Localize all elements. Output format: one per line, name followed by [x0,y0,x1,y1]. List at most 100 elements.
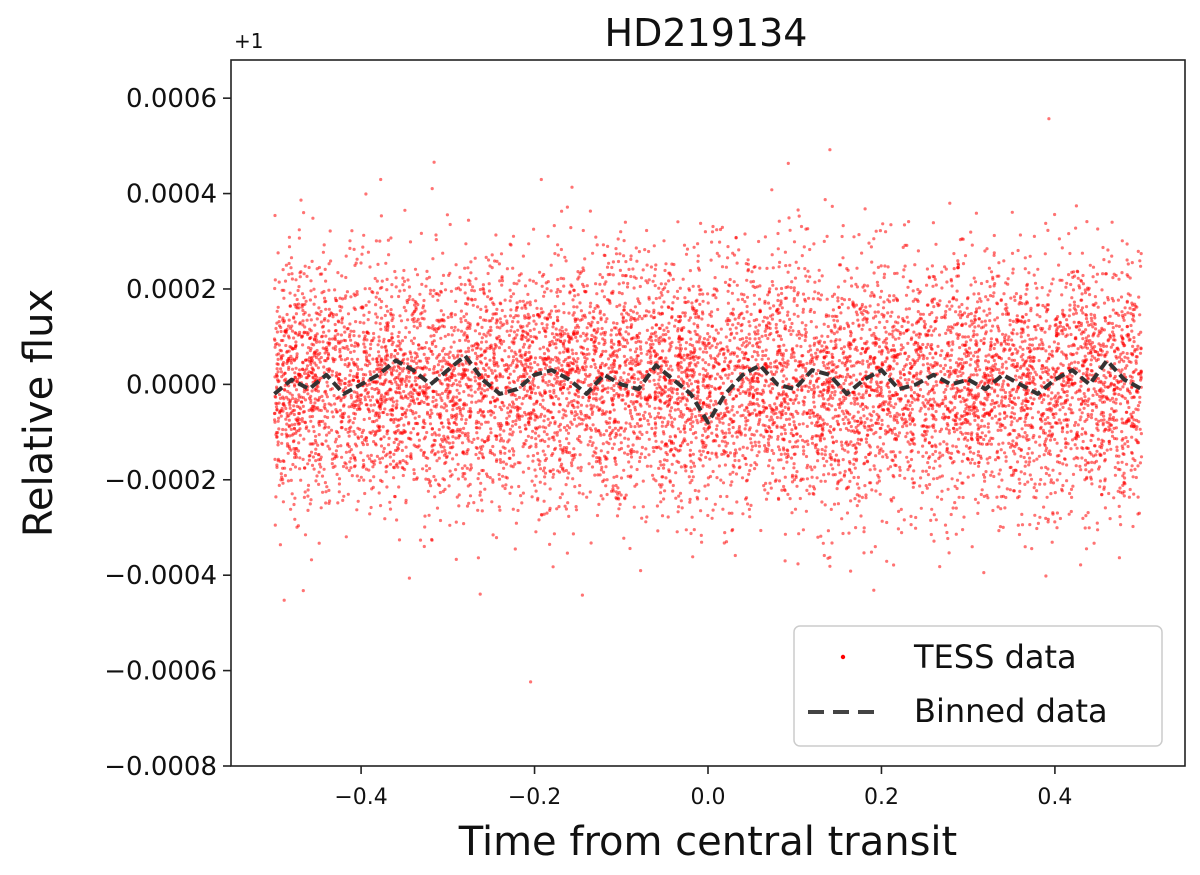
tess-data-point [425,430,429,435]
tess-data-point [461,474,465,479]
tess-data-point [344,535,348,539]
tess-data-point [861,359,865,363]
tess-data-point [930,333,934,337]
tess-data-point [1052,340,1056,344]
tess-data-point [816,459,820,463]
tess-data-point [556,469,560,473]
tess-data-point [325,409,329,413]
tess-data-point [596,387,600,392]
tess-data-point [511,292,516,296]
tess-data-point [880,418,884,422]
tess-data-point [985,247,989,251]
tess-data-point [469,388,473,392]
tess-data-point [887,294,892,298]
tess-data-point [1046,357,1051,361]
tess-data-point [1126,444,1130,449]
tess-data-point [485,362,489,366]
tess-data-point [679,399,683,403]
tess-data-point [372,331,376,336]
tess-data-point [921,353,925,357]
tess-data-point [484,255,488,259]
tess-data-point [608,437,613,441]
tess-data-point [1094,280,1098,284]
tess-data-point [509,329,513,333]
tess-data-point [674,496,678,500]
tess-data-point [368,370,372,374]
tess-data-point [1093,316,1097,320]
tess-data-point [754,358,758,362]
tess-data-point [387,253,391,257]
tess-data-point [670,423,674,427]
tess-data-point [514,419,518,423]
tess-data-point [1134,407,1138,411]
tess-data-point [864,389,869,393]
tess-data-point [776,445,781,449]
tess-data-point [1044,516,1048,521]
tess-data-point [906,320,910,324]
tess-data-point [547,423,551,427]
tess-data-point [415,326,419,330]
tess-data-point [662,239,666,243]
tess-data-point [498,301,502,305]
tess-data-point [562,425,567,430]
tess-data-point [440,319,444,323]
tess-data-point [976,501,980,505]
tess-data-point [284,406,288,411]
tess-data-point [662,391,666,395]
tess-data-point [764,353,768,358]
tess-data-point [1095,272,1099,276]
tess-data-point [1041,370,1045,374]
tess-data-point [1015,362,1020,366]
tess-data-point [526,333,530,337]
tess-data-point [1018,345,1022,349]
tess-data-point [1004,404,1008,408]
tess-data-point [560,492,564,496]
tess-data-point [466,431,470,435]
tess-data-point [1067,363,1071,367]
tess-data-point [649,369,654,373]
tess-data-point [653,284,657,288]
tess-data-point [1135,425,1139,429]
tess-data-point [794,397,798,401]
tess-data-point [570,411,574,415]
tess-data-point [326,444,330,448]
tess-data-point [454,378,458,382]
tess-data-point [858,307,862,311]
tess-data-point [465,302,469,306]
tess-data-point [986,422,991,426]
tess-data-point [1032,486,1036,490]
tess-data-point [460,417,464,421]
tess-data-point [848,359,852,363]
tess-data-point [314,363,318,367]
tess-data-point [726,301,731,305]
tess-data-point [380,399,384,404]
tess-data-point [322,318,326,322]
tess-data-point [1118,355,1122,359]
tess-data-point [958,471,962,475]
tess-data-point [463,283,467,287]
tess-data-point [442,356,446,360]
tess-data-point [778,348,782,352]
tess-data-point [599,468,604,472]
tess-data-point [289,354,293,358]
tess-data-point [439,309,443,313]
tess-data-point [1061,462,1065,466]
tess-data-point [447,441,452,445]
tess-data-point [724,444,728,448]
tess-data-point [1018,481,1022,485]
tess-data-point [451,435,455,439]
tess-data-point [808,484,812,488]
tess-data-point [968,324,972,328]
tess-data-point [863,207,867,211]
tess-data-point [289,467,293,471]
tess-data-point [728,451,733,455]
tess-data-point [771,466,775,470]
tess-data-point [1139,252,1143,256]
tess-data-point [1110,434,1115,438]
tess-data-point [672,295,676,299]
tess-data-point [935,383,939,387]
tess-data-point [352,411,356,415]
tess-data-point [957,495,961,499]
tess-data-point [460,441,465,445]
tess-data-point [510,349,514,353]
